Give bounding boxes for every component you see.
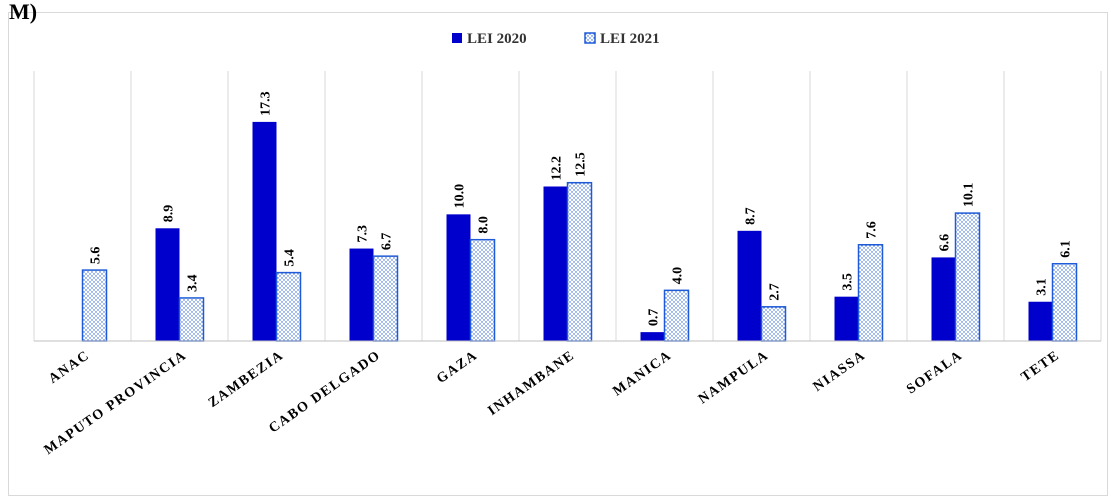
category-separators <box>33 71 1102 341</box>
data-label: 8.7 <box>744 207 759 225</box>
legend-label-lei-2020: LEI 2020 <box>467 31 527 47</box>
data-label: 12.2 <box>550 156 565 181</box>
bar-lei-2021 <box>469 238 496 342</box>
cut-off-title: M) <box>9 0 38 24</box>
legend-swatch-lei-2021 <box>584 32 596 44</box>
legend-label-lei-2021: LEI 2021 <box>600 31 660 47</box>
chart-frame: 5.6 8.9 3.4 17.3 5.4 7.3 6.7 10.0 8.0 12.2 12.5 0.7… <box>8 0 1108 496</box>
data-label: 8.9 <box>162 205 177 223</box>
bar-lei-2020 <box>543 186 568 341</box>
data-label: 0.7 <box>647 309 662 327</box>
x-tick-label: TETE <box>1019 348 1063 385</box>
x-tick-label: NAMPULA <box>696 348 772 407</box>
bars <box>81 121 1078 342</box>
bar-lei-2020 <box>446 214 471 341</box>
bar-lei-2021 <box>372 255 399 342</box>
bar-lei-2021 <box>275 271 302 342</box>
bar-lei-2021 <box>566 181 593 342</box>
bar-lei-2020 <box>252 121 277 341</box>
bar-lei-2021 <box>178 297 205 342</box>
data-label: 8.0 <box>477 216 492 234</box>
x-tick-label: ANAC <box>46 348 93 387</box>
data-label: 2.7 <box>768 283 783 301</box>
data-label: 17.3 <box>259 91 274 116</box>
data-label: 5.6 <box>89 247 104 264</box>
x-tick-label: GAZA <box>434 348 481 387</box>
data-label: 3.4 <box>186 274 201 292</box>
bar-lei-2020 <box>931 257 956 341</box>
data-label: 4.0 <box>671 267 686 285</box>
bar-lei-2020 <box>737 230 762 341</box>
bar-lei-2021 <box>954 212 981 342</box>
x-tick-label: SOFALA <box>904 348 966 397</box>
bar-lei-2021 <box>857 244 884 342</box>
data-label: 3.5 <box>841 273 856 291</box>
data-label: 10.0 <box>453 184 468 209</box>
bar-lei-2020 <box>1028 301 1053 341</box>
legend-swatch-lei-2020 <box>452 33 462 43</box>
data-label: 6.6 <box>938 234 953 252</box>
x-tick-label: NIASSA <box>811 348 869 395</box>
data-label: 12.5 <box>574 152 589 177</box>
bar-chart: 5.6 8.9 3.4 17.3 5.4 7.3 6.7 10.0 8.0 12.2 12.5 0.7… <box>33 31 1102 458</box>
data-label: 6.1 <box>1059 240 1074 258</box>
bar-lei-2021 <box>81 269 108 342</box>
bar-lei-2020 <box>155 228 180 341</box>
data-label: 5.4 <box>283 249 298 267</box>
value-labels: 5.6 8.9 3.4 17.3 5.4 7.3 6.7 10.0 8.0 12.2 12.5 0.7… <box>89 91 1074 326</box>
data-label: 10.1 <box>962 183 977 208</box>
bar-lei-2021 <box>760 306 787 342</box>
data-label: 7.6 <box>865 221 880 239</box>
x-tick-label: INHAMBANE <box>485 348 577 419</box>
bar-lei-2020 <box>834 296 859 341</box>
x-tick-label: MANICA <box>610 348 674 399</box>
x-tick-label: ZAMBEZIA <box>206 348 287 411</box>
bar-lei-2020 <box>349 248 374 341</box>
data-label: 3.1 <box>1035 278 1050 296</box>
legend: LEI 2020 LEI 2021 <box>452 31 660 47</box>
bar-lei-2020 <box>640 332 665 341</box>
bar-lei-2021 <box>1051 262 1078 342</box>
data-label: 7.3 <box>356 225 371 243</box>
bar-lei-2021 <box>663 289 690 342</box>
data-label: 6.7 <box>380 233 395 251</box>
